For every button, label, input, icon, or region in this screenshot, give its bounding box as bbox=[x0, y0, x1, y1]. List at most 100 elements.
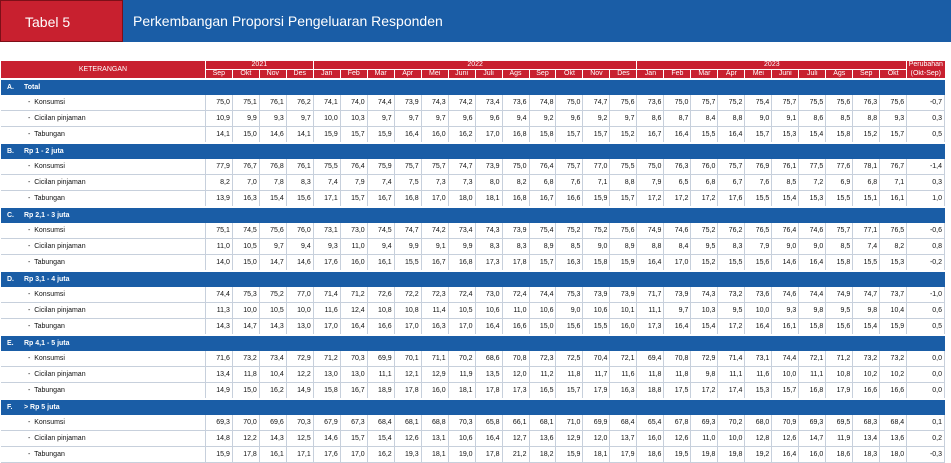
value-cell: 12,0 bbox=[582, 430, 610, 447]
value-cell: 74,6 bbox=[798, 223, 826, 239]
value-cell: 14,3 bbox=[258, 430, 287, 447]
row-label-text: Konsumsi bbox=[34, 163, 65, 170]
value-cell: 7,9 bbox=[744, 238, 772, 255]
value-cell: 70,3 bbox=[447, 415, 476, 431]
value-cell: 17,8 bbox=[393, 382, 422, 400]
value-cell: 10,5 bbox=[258, 302, 287, 319]
value-cell: 16,8 bbox=[501, 190, 530, 208]
value-cell: 74,9 bbox=[636, 223, 664, 239]
value-cell: 8,3 bbox=[474, 238, 503, 255]
value-cell: 10,2 bbox=[879, 366, 907, 383]
value-cell: 13,0 bbox=[285, 318, 314, 336]
bullet-dash: - bbox=[28, 451, 35, 458]
row-label-text: Tabungan bbox=[34, 131, 65, 138]
row-label: - Tabungan bbox=[1, 318, 206, 336]
value-cell: 74,4 bbox=[366, 95, 395, 111]
value-cell: 15,4 bbox=[366, 430, 395, 447]
value-cell: 8,6 bbox=[798, 110, 826, 127]
table-row: - Konsumsi 74,4 75,3 75,2 77,0 71,4 71,2 72,6 72… bbox=[1, 287, 945, 303]
value-cell: 21,2 bbox=[501, 446, 530, 463]
value-cell: 17,3 bbox=[474, 254, 503, 272]
value-cell: 73,6 bbox=[744, 287, 772, 303]
value-cell: 8,0 bbox=[474, 174, 503, 191]
spending-proportion-table: KETERANGAN 2021 2022 2023 Perubahan Sep Okt Nov… bbox=[1, 61, 945, 463]
month-header: Mar bbox=[366, 69, 395, 79]
value-cell: 15,5 bbox=[393, 254, 422, 272]
value-cell: 68,0 bbox=[744, 415, 772, 431]
row-label-text: Konsumsi bbox=[34, 227, 65, 234]
group-row: B. Rp 1 - 2 juta bbox=[1, 142, 945, 159]
value-cell: 16,0 bbox=[420, 126, 449, 144]
value-cell: 15,0 bbox=[528, 318, 556, 336]
group-name: Rp 1 - 2 juta bbox=[24, 148, 64, 155]
value-cell: 15,0 bbox=[231, 382, 260, 400]
change-cell: 0,2 bbox=[906, 430, 945, 447]
value-cell: 11,4 bbox=[420, 302, 449, 319]
value-cell: 12,1 bbox=[393, 366, 422, 383]
value-cell: 16,4 bbox=[663, 126, 691, 144]
value-cell: 75,2 bbox=[582, 223, 610, 239]
value-cell: 10,5 bbox=[231, 238, 260, 255]
value-cell: 67,3 bbox=[339, 415, 368, 431]
value-cell: 6,5 bbox=[663, 174, 691, 191]
value-cell: 11,8 bbox=[636, 366, 664, 383]
table-row: - Tabungan 14,3 14,7 14,3 13,0 17,0 16,4 16,6 17… bbox=[1, 318, 945, 336]
table-row: - Konsumsi 71,6 73,2 73,4 72,9 71,2 70,3 69,9 70… bbox=[1, 351, 945, 367]
value-cell: 18,1 bbox=[474, 190, 503, 208]
bullet-dash: - bbox=[28, 387, 35, 394]
row-label-text: Tabungan bbox=[34, 323, 65, 330]
group-name: > Rp 5 juta bbox=[24, 404, 60, 411]
bullet-dash: - bbox=[28, 195, 35, 202]
value-cell: 9,6 bbox=[555, 110, 583, 127]
value-cell: 15,9 bbox=[582, 190, 610, 208]
group-row: D. Rp 3,1 - 4 juta bbox=[1, 270, 945, 287]
group-row: A. Total bbox=[1, 78, 945, 95]
value-cell: 17,1 bbox=[285, 446, 314, 463]
month-header: Sep bbox=[204, 69, 233, 79]
value-cell: 75,4 bbox=[744, 95, 772, 111]
value-cell: 69,6 bbox=[258, 415, 287, 431]
value-cell: 75,6 bbox=[825, 95, 853, 111]
row-label-text: Cicilan pinjaman bbox=[34, 435, 86, 442]
value-cell: 10,8 bbox=[825, 366, 853, 383]
change-cell: -1,4 bbox=[906, 159, 945, 175]
row-label-text: Tabungan bbox=[34, 259, 65, 266]
month-header: Des bbox=[609, 69, 637, 79]
value-cell: 10,6 bbox=[528, 302, 556, 319]
value-cell: 73,2 bbox=[852, 351, 880, 367]
value-cell: 13,4 bbox=[204, 366, 233, 383]
value-cell: 15,8 bbox=[528, 126, 556, 144]
value-cell: 71,0 bbox=[555, 415, 583, 431]
value-cell: 11,0 bbox=[204, 238, 233, 255]
value-cell: 11,0 bbox=[690, 430, 718, 447]
change-cell: 0,3 bbox=[906, 174, 945, 191]
value-cell: 16,1 bbox=[366, 254, 395, 272]
value-cell: 11,1 bbox=[717, 366, 745, 383]
value-cell: 18,1 bbox=[582, 446, 610, 463]
row-label-text: Konsumsi bbox=[34, 291, 65, 298]
month-header: Apr bbox=[393, 69, 422, 79]
row-label-text: Tabungan bbox=[34, 195, 65, 202]
value-cell: 12,6 bbox=[663, 430, 691, 447]
value-cell: 76,0 bbox=[690, 159, 718, 175]
value-cell: 8,6 bbox=[636, 110, 664, 127]
value-cell: 17,8 bbox=[501, 254, 530, 272]
value-cell: 9,0 bbox=[771, 238, 799, 255]
value-cell: 14,7 bbox=[231, 318, 260, 336]
row-label-text: Konsumsi bbox=[34, 419, 65, 426]
value-cell: 71,6 bbox=[204, 351, 233, 367]
value-cell: 17,2 bbox=[690, 382, 718, 400]
value-cell: 10,0 bbox=[285, 302, 314, 319]
value-cell: 15,5 bbox=[582, 318, 610, 336]
value-cell: 15,0 bbox=[231, 254, 260, 272]
value-cell: 19,5 bbox=[663, 446, 691, 463]
value-cell: 11,0 bbox=[339, 238, 368, 255]
row-label-text: Cicilan pinjaman bbox=[34, 115, 86, 122]
value-cell: 76,2 bbox=[717, 223, 745, 239]
row-label: - Tabungan bbox=[1, 126, 206, 144]
value-cell: 68,4 bbox=[609, 415, 637, 431]
value-cell: 75,0 bbox=[555, 95, 583, 111]
change-cell: 0,8 bbox=[906, 238, 945, 255]
value-cell: 77,0 bbox=[285, 287, 314, 303]
value-cell: 16,4 bbox=[798, 254, 826, 272]
